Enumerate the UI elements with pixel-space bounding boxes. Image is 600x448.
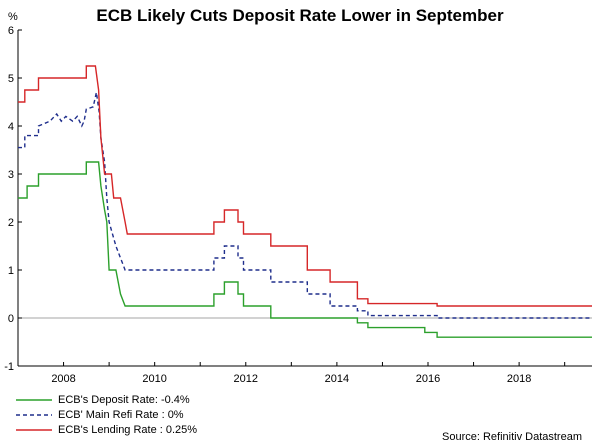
- y-tick-label: 4: [8, 121, 14, 133]
- legend-label-deposit: ECB's Deposit Rate: -0.4%: [58, 393, 190, 406]
- legend-label-refi: ECB' Main Refi Rate : 0%: [58, 408, 184, 421]
- y-axis-label: %: [8, 11, 18, 23]
- y-tick-label: 3: [8, 169, 14, 181]
- x-tick-label: 2010: [142, 373, 166, 385]
- y-tick-label: 0: [8, 313, 14, 325]
- source-note: Source: Refinitiv Datastream: [442, 431, 582, 443]
- legend-swatch-refi: [16, 413, 52, 416]
- y-tick-label: -1: [4, 361, 14, 373]
- legend: ECB's Deposit Rate: -0.4% ECB' Main Refi…: [16, 392, 197, 437]
- legend-item-lending: ECB's Lending Rate : 0.25%: [16, 422, 197, 437]
- y-tick-label: 6: [8, 25, 14, 37]
- x-tick-label: 2012: [234, 373, 258, 385]
- legend-swatch-lending: [16, 428, 52, 431]
- series-line-refi: [18, 92, 592, 319]
- x-tick-label: 2018: [507, 373, 531, 385]
- series-line-lending: [18, 65, 592, 307]
- y-tick-label: 1: [8, 265, 14, 277]
- x-tick-label: 2014: [325, 373, 349, 385]
- x-tick-label: 2016: [416, 373, 440, 385]
- legend-label-lending: ECB's Lending Rate : 0.25%: [58, 423, 198, 436]
- series-line-deposit: [18, 161, 592, 338]
- chart-title: ECB Likely Cuts Deposit Rate Lower in Se…: [96, 6, 504, 25]
- legend-item-refi: ECB' Main Refi Rate : 0%: [16, 407, 197, 422]
- y-tick-label: 5: [8, 73, 14, 85]
- legend-item-deposit: ECB's Deposit Rate: -0.4%: [16, 392, 197, 407]
- y-tick-label: 2: [8, 217, 14, 229]
- x-tick-label: 2008: [51, 373, 75, 385]
- legend-swatch-deposit: [16, 398, 52, 401]
